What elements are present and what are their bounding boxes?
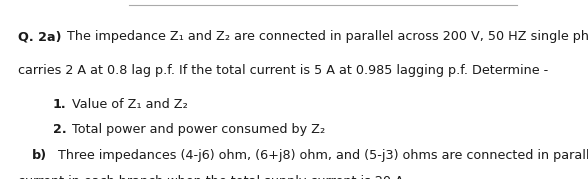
Text: Q. 2a): Q. 2a) bbox=[18, 30, 61, 43]
Text: The impedance Z₁ and Z₂ are connected in parallel across 200 V, 50 HZ single pha: The impedance Z₁ and Z₂ are connected in… bbox=[63, 30, 588, 43]
Text: 1.: 1. bbox=[53, 98, 66, 111]
Text: carries 2 A at 0.8 lag p.f. If the total current is 5 A at 0.985 lagging p.f. De: carries 2 A at 0.8 lag p.f. If the total… bbox=[18, 64, 548, 77]
Text: current in each branch when the total supply current is 20 A.: current in each branch when the total su… bbox=[18, 175, 407, 179]
Text: Total power and power consumed by Z₂: Total power and power consumed by Z₂ bbox=[72, 123, 326, 136]
Text: Three impedances (4-j6) ohm, (6+j8) ohm, and (5-j3) ohms are connected in parall: Three impedances (4-j6) ohm, (6+j8) ohm,… bbox=[58, 149, 588, 163]
Text: Value of Z₁ and Z₂: Value of Z₁ and Z₂ bbox=[72, 98, 188, 111]
Text: 2.: 2. bbox=[53, 123, 66, 136]
Text: b): b) bbox=[32, 149, 48, 163]
